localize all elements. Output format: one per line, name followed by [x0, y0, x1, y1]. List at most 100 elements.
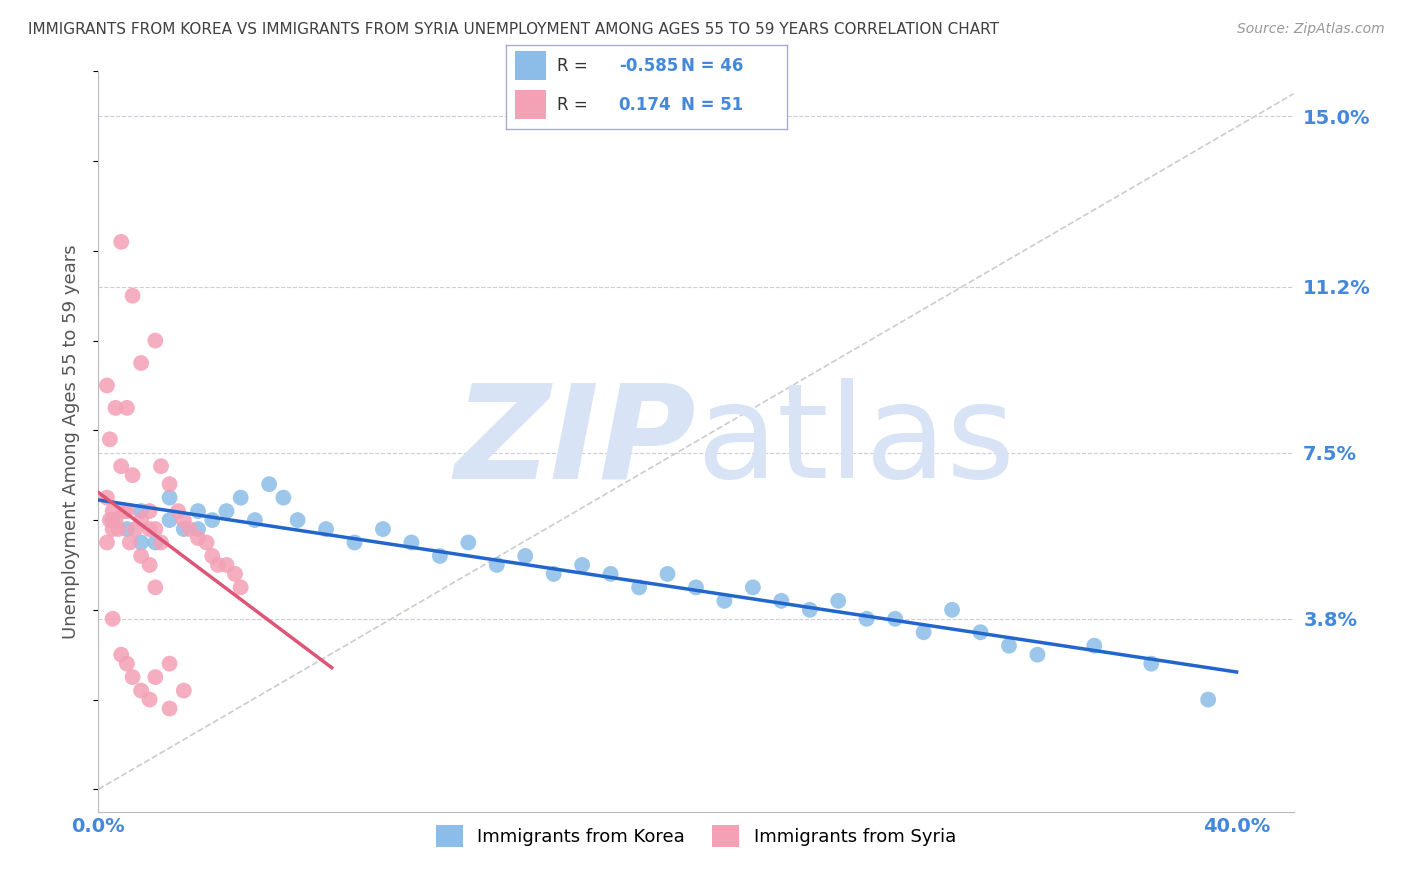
- Point: [129, 513, 152, 527]
- Text: N = 46: N = 46: [681, 57, 742, 75]
- Point: [287, 513, 309, 527]
- Point: [115, 657, 138, 671]
- Text: N = 51: N = 51: [681, 95, 742, 114]
- Point: [515, 549, 537, 563]
- Point: [96, 491, 118, 505]
- Text: R =: R =: [557, 57, 593, 75]
- Point: [159, 657, 181, 671]
- Point: [143, 670, 166, 684]
- Point: [273, 491, 295, 505]
- Point: [118, 535, 141, 549]
- Point: [243, 513, 266, 527]
- Point: [138, 504, 160, 518]
- Point: [104, 401, 127, 415]
- Point: [98, 432, 121, 446]
- Text: Source: ZipAtlas.com: Source: ZipAtlas.com: [1237, 22, 1385, 37]
- Point: [124, 522, 146, 536]
- Point: [571, 558, 593, 572]
- Point: [215, 504, 238, 518]
- Point: [138, 558, 160, 572]
- Point: [1197, 692, 1219, 706]
- Point: [129, 356, 152, 370]
- Point: [343, 535, 366, 549]
- Point: [115, 401, 138, 415]
- Point: [770, 594, 793, 608]
- Point: [150, 459, 173, 474]
- Point: [215, 558, 238, 572]
- Point: [799, 603, 821, 617]
- Point: [129, 504, 152, 518]
- Point: [628, 580, 651, 594]
- Point: [1026, 648, 1049, 662]
- Point: [912, 625, 935, 640]
- Point: [121, 670, 143, 684]
- Point: [173, 522, 195, 536]
- Point: [143, 522, 166, 536]
- Point: [101, 522, 124, 536]
- Text: R =: R =: [557, 95, 593, 114]
- Point: [167, 504, 190, 518]
- Point: [187, 522, 209, 536]
- Point: [713, 594, 735, 608]
- Point: [101, 513, 124, 527]
- Point: [110, 459, 132, 474]
- Point: [485, 558, 508, 572]
- Text: -0.585: -0.585: [619, 57, 678, 75]
- Point: [195, 535, 218, 549]
- Point: [224, 566, 246, 581]
- Point: [129, 535, 152, 549]
- Point: [969, 625, 991, 640]
- Point: [229, 491, 252, 505]
- Point: [138, 522, 160, 536]
- Point: [884, 612, 907, 626]
- Point: [187, 504, 209, 518]
- Point: [941, 603, 963, 617]
- Text: atlas: atlas: [696, 378, 1015, 505]
- Point: [201, 549, 224, 563]
- Point: [159, 701, 181, 715]
- Point: [121, 289, 143, 303]
- Point: [115, 504, 138, 518]
- Point: [101, 504, 124, 518]
- Point: [371, 522, 394, 536]
- Text: ZIP: ZIP: [454, 378, 696, 505]
- Point: [429, 549, 451, 563]
- Point: [138, 692, 160, 706]
- Point: [129, 549, 152, 563]
- Point: [159, 513, 181, 527]
- Point: [115, 522, 138, 536]
- Point: [110, 235, 132, 249]
- Point: [827, 594, 849, 608]
- Point: [150, 535, 173, 549]
- Point: [104, 513, 127, 527]
- Point: [110, 648, 132, 662]
- Point: [207, 558, 229, 572]
- Point: [112, 504, 135, 518]
- Point: [599, 566, 621, 581]
- Point: [129, 683, 152, 698]
- Point: [96, 378, 118, 392]
- Point: [187, 531, 209, 545]
- Point: [143, 580, 166, 594]
- Point: [1140, 657, 1163, 671]
- Point: [543, 566, 565, 581]
- Point: [201, 513, 224, 527]
- Point: [159, 477, 181, 491]
- Point: [401, 535, 423, 549]
- Point: [101, 612, 124, 626]
- Point: [179, 522, 201, 536]
- Point: [257, 477, 280, 491]
- Point: [229, 580, 252, 594]
- Point: [1083, 639, 1105, 653]
- Point: [143, 535, 166, 549]
- Text: IMMIGRANTS FROM KOREA VS IMMIGRANTS FROM SYRIA UNEMPLOYMENT AMONG AGES 55 TO 59 : IMMIGRANTS FROM KOREA VS IMMIGRANTS FROM…: [28, 22, 1000, 37]
- Point: [159, 491, 181, 505]
- Point: [855, 612, 877, 626]
- Point: [98, 513, 121, 527]
- Point: [998, 639, 1021, 653]
- Legend: Immigrants from Korea, Immigrants from Syria: Immigrants from Korea, Immigrants from S…: [429, 818, 963, 855]
- Point: [107, 522, 129, 536]
- Text: 0.174: 0.174: [619, 95, 671, 114]
- Point: [657, 566, 679, 581]
- Point: [741, 580, 763, 594]
